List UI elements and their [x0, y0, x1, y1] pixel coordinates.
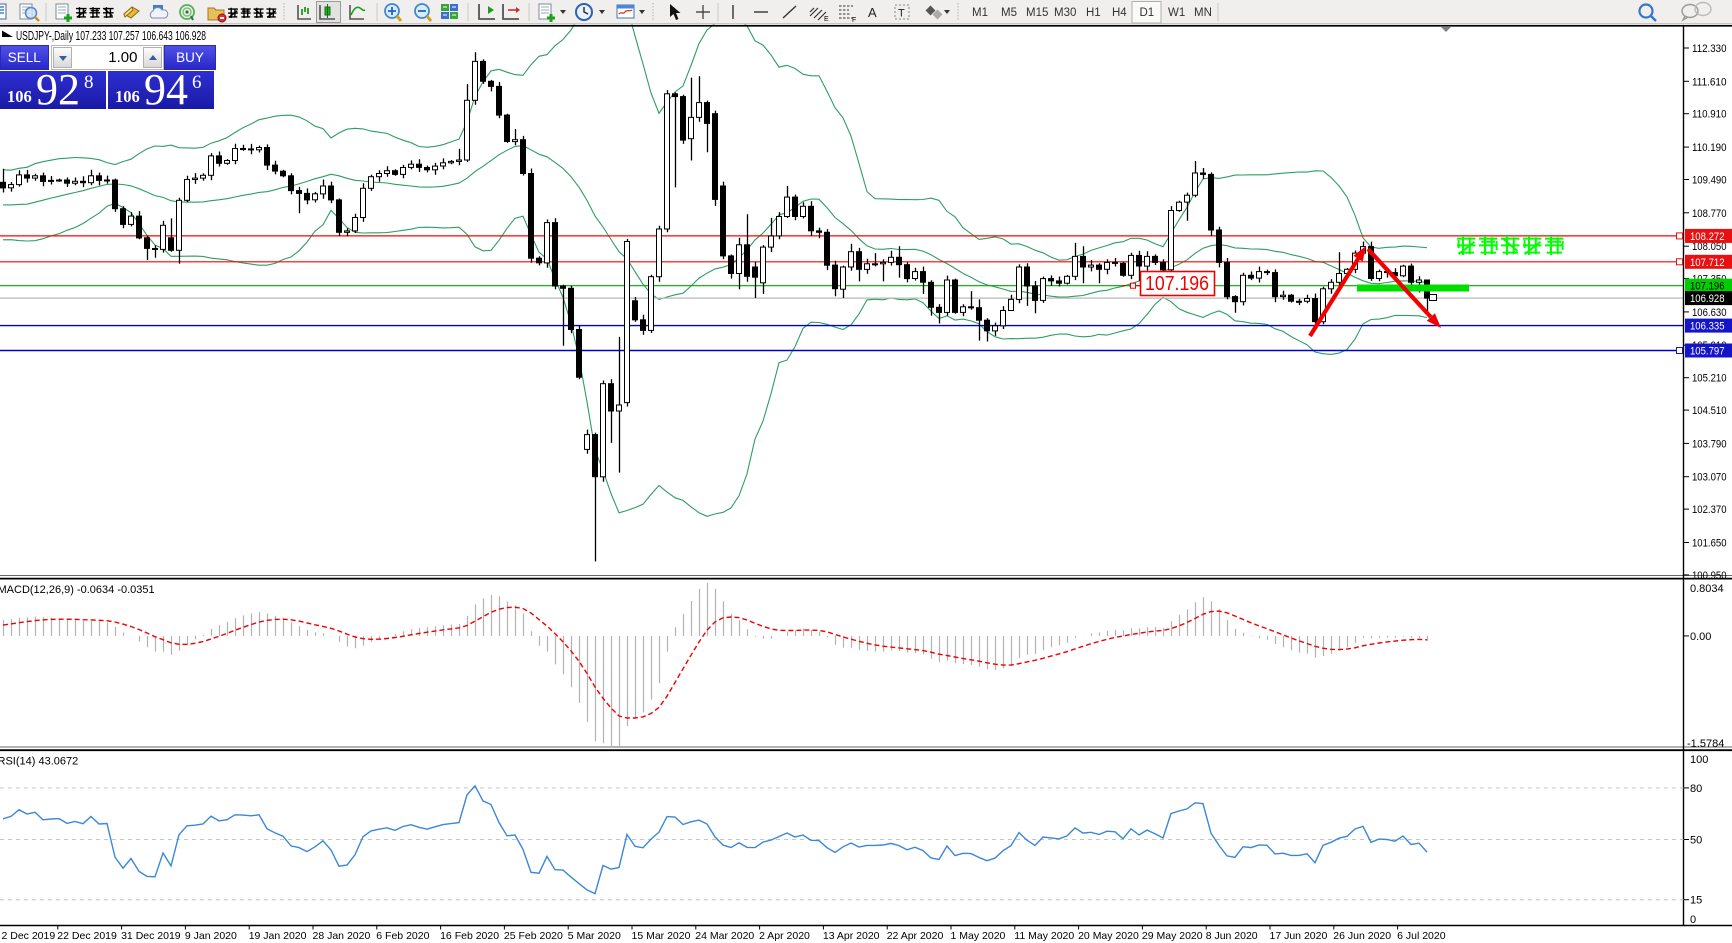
svg-text:26 Jun 2020: 26 Jun 2020 — [1333, 930, 1391, 942]
svg-text:24 Mar 2020: 24 Mar 2020 — [695, 930, 754, 942]
svg-text:A: A — [868, 5, 877, 20]
svg-text:22 Dec 2019: 22 Dec 2019 — [57, 930, 117, 942]
svg-text:22 Apr 2020: 22 Apr 2020 — [887, 930, 944, 942]
svg-text:20 May 2020: 20 May 2020 — [1078, 930, 1139, 942]
svg-text:2 Apr 2020: 2 Apr 2020 — [759, 930, 810, 942]
svg-text:H1: H1 — [1086, 7, 1101, 19]
svg-text:17 Jun 2020: 17 Jun 2020 — [1270, 930, 1328, 942]
svg-text:8 Jun 2020: 8 Jun 2020 — [1206, 930, 1258, 942]
svg-text:25 Feb 2020: 25 Feb 2020 — [504, 930, 563, 942]
svg-text:104.510: 104.510 — [1692, 405, 1727, 417]
svg-text:28 Jan 2020: 28 Jan 2020 — [313, 930, 371, 942]
svg-text:106.928: 106.928 — [1690, 293, 1725, 305]
svg-text:110.910: 110.910 — [1692, 109, 1727, 121]
svg-text:112.330: 112.330 — [1692, 43, 1727, 55]
svg-text:106.630: 106.630 — [1692, 307, 1727, 319]
svg-text:108.770: 108.770 — [1692, 208, 1727, 220]
svg-text:D1: D1 — [1140, 7, 1155, 19]
svg-text:RSI(14) 43.0672: RSI(14) 43.0672 — [0, 756, 78, 768]
svg-text:6 Jul 2020: 6 Jul 2020 — [1397, 930, 1446, 942]
svg-text:F: F — [852, 17, 856, 24]
svg-text:108.050: 108.050 — [1692, 241, 1727, 253]
svg-text:M1: M1 — [972, 7, 988, 19]
svg-text:USDJPY-,Daily 107.233 107.257: USDJPY-,Daily 107.233 107.257 106.643 10… — [16, 29, 206, 43]
svg-text:16 Feb 2020: 16 Feb 2020 — [440, 930, 499, 942]
svg-text:MN: MN — [1194, 7, 1212, 19]
svg-text:19 Jan 2020: 19 Jan 2020 — [249, 930, 307, 942]
svg-text:50: 50 — [1690, 835, 1702, 847]
svg-text:0: 0 — [1690, 914, 1696, 926]
svg-text:108.272: 108.272 — [1690, 231, 1725, 243]
svg-text:103.070: 103.070 — [1692, 472, 1727, 484]
svg-text:M5: M5 — [1001, 7, 1017, 19]
svg-text:0.8034: 0.8034 — [1690, 583, 1724, 595]
svg-text:5 Mar 2020: 5 Mar 2020 — [568, 930, 621, 942]
svg-text:13 Apr 2020: 13 Apr 2020 — [823, 930, 880, 942]
svg-text:106.335: 106.335 — [1690, 321, 1725, 333]
svg-text:105.210: 105.210 — [1692, 373, 1727, 385]
svg-text:2 Dec 2019: 2 Dec 2019 — [2, 930, 56, 942]
svg-text:E: E — [824, 16, 829, 23]
svg-text:11 May 2020: 11 May 2020 — [1014, 930, 1074, 942]
svg-text:15 Mar 2020: 15 Mar 2020 — [632, 930, 691, 942]
svg-text:105.797: 105.797 — [1690, 346, 1725, 358]
svg-text:M30: M30 — [1054, 7, 1076, 19]
svg-text:100: 100 — [1690, 754, 1708, 766]
svg-text:-1.5784: -1.5784 — [1687, 738, 1724, 750]
svg-text:T: T — [898, 8, 905, 20]
svg-text:31 Dec 2019: 31 Dec 2019 — [121, 930, 181, 942]
svg-text:103.790: 103.790 — [1692, 438, 1727, 450]
svg-text:6 Feb 2020: 6 Feb 2020 — [376, 930, 429, 942]
svg-text:101.650: 101.650 — [1692, 538, 1727, 550]
svg-text:1 May 2020: 1 May 2020 — [951, 930, 1006, 942]
svg-text:9 Jan 2020: 9 Jan 2020 — [185, 930, 237, 942]
svg-text:80: 80 — [1690, 783, 1702, 795]
svg-text:0.00: 0.00 — [1690, 631, 1711, 643]
svg-text:109.490: 109.490 — [1692, 175, 1727, 187]
svg-text:MACD(12,26,9) -0.0634 -0.0351: MACD(12,26,9) -0.0634 -0.0351 — [0, 584, 155, 596]
svg-text:111.610: 111.610 — [1692, 76, 1727, 88]
svg-text:107.712: 107.712 — [1690, 257, 1725, 269]
svg-text:W1: W1 — [1168, 7, 1185, 19]
svg-text:15: 15 — [1690, 895, 1702, 907]
svg-text:107.196: 107.196 — [1145, 272, 1209, 295]
svg-text:M15: M15 — [1026, 7, 1048, 19]
svg-text:107.196: 107.196 — [1690, 281, 1725, 293]
svg-text:29 May 2020: 29 May 2020 — [1142, 930, 1203, 942]
svg-text:102.370: 102.370 — [1692, 504, 1727, 516]
svg-text:110.190: 110.190 — [1692, 142, 1727, 154]
svg-text:H4: H4 — [1112, 7, 1127, 19]
svg-text:100.950: 100.950 — [1692, 570, 1727, 582]
